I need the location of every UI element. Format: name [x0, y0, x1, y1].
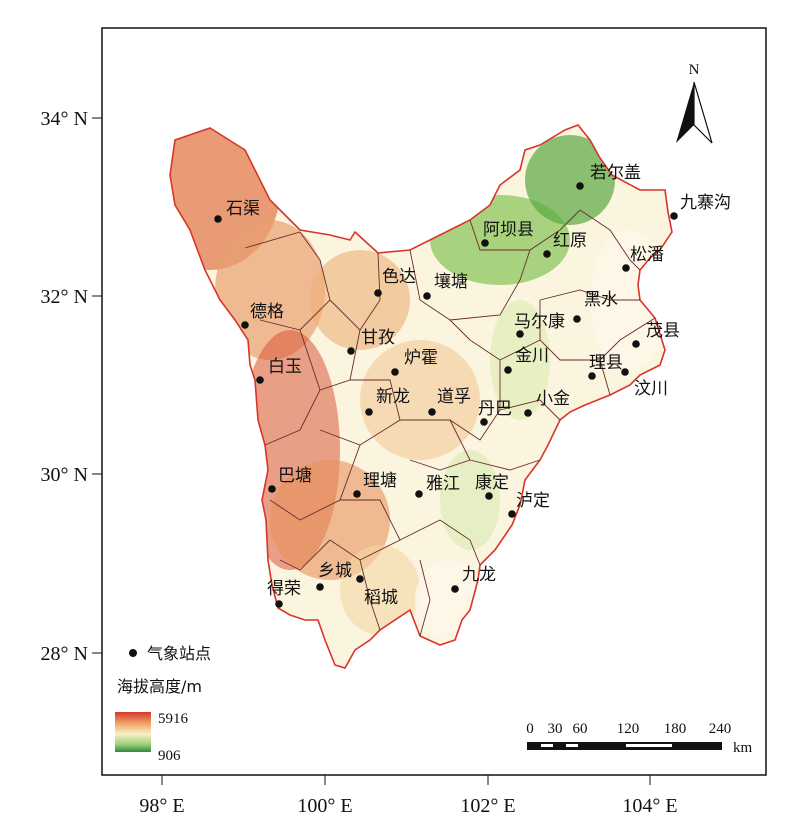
- station-marker: [365, 408, 373, 416]
- station-marker: [670, 212, 678, 220]
- station-label: 色达: [382, 267, 416, 287]
- station-marker: [588, 372, 596, 380]
- station-label: 甘孜: [361, 328, 395, 348]
- station-marker: [451, 585, 459, 593]
- station-label: 泸定: [516, 491, 550, 511]
- scale-tick-120: 120: [617, 721, 640, 737]
- station-label: 巴塘: [278, 466, 312, 486]
- station-label: 红原: [553, 231, 587, 251]
- station-marker: [576, 182, 584, 190]
- station-label: 得荣: [267, 579, 301, 599]
- station-label: 稻城: [364, 588, 398, 608]
- station-marker: [241, 321, 249, 329]
- legend-station-label: 气象站点: [147, 644, 211, 663]
- station-label: 炉霍: [404, 348, 438, 368]
- lat-label-32: 32° N: [41, 286, 88, 308]
- latitude-axis: 34° N 32° N 30° N 28° N: [41, 108, 102, 665]
- station-label: 乡城: [318, 561, 352, 581]
- lat-label-30: 30° N: [41, 464, 88, 486]
- station-label: 金川: [515, 346, 549, 366]
- scale-tick-30: 30: [548, 721, 563, 737]
- station-marker: [428, 408, 436, 416]
- station-marker: [480, 418, 488, 426]
- longitude-axis: 98° E 100° E 102° E 104° E: [139, 775, 678, 817]
- legend-max: 5916: [158, 711, 189, 727]
- station-marker: [516, 330, 524, 338]
- station-marker: [543, 250, 551, 258]
- lat-label-28: 28° N: [41, 643, 88, 665]
- north-label: N: [689, 62, 700, 78]
- station-label: 九龙: [462, 565, 496, 585]
- station-label: 若尔盖: [590, 163, 641, 183]
- station-marker: [353, 490, 361, 498]
- station-marker: [415, 490, 423, 498]
- station-marker: [485, 492, 493, 500]
- legend-station-marker: [129, 649, 137, 657]
- station-marker: [524, 409, 532, 417]
- station-marker: [347, 347, 355, 355]
- station-label: 理县: [589, 353, 623, 373]
- scale-unit: km: [733, 740, 753, 756]
- station-label: 雅江: [426, 474, 460, 494]
- station-label: 黑水: [584, 290, 618, 310]
- scale-tick-240: 240: [709, 721, 732, 737]
- station-marker: [374, 289, 382, 297]
- station-marker: [481, 239, 489, 247]
- station-marker: [391, 368, 399, 376]
- legend-min: 906: [158, 748, 181, 764]
- station-label: 石渠: [226, 199, 260, 219]
- station-marker: [423, 292, 431, 300]
- county-boundaries: [244, 209, 656, 637]
- station-label: 壤塘: [434, 271, 468, 292]
- station-marker: [508, 510, 516, 518]
- station-marker: [622, 264, 630, 272]
- lat-label-34: 34° N: [41, 108, 88, 130]
- station-marker: [632, 340, 640, 348]
- station-marker: [621, 368, 629, 376]
- north-arrow-icon: N: [676, 62, 713, 144]
- station-label: 马尔康: [514, 312, 565, 332]
- station-marker: [268, 485, 276, 493]
- station-label: 康定: [475, 473, 509, 493]
- lon-label-100: 100° E: [297, 795, 352, 817]
- station-label: 汶川: [634, 379, 668, 399]
- scale-tick-60: 60: [573, 721, 588, 737]
- legend-elevation-title: 海拔高度/m: [117, 677, 202, 696]
- station-label: 丹巴: [478, 399, 512, 419]
- region-boundary: [169, 124, 673, 669]
- scale-tick-180: 180: [664, 721, 687, 737]
- station-marker: [573, 315, 581, 323]
- station-label: 阿坝县: [483, 220, 534, 240]
- scale-bar: 0 30 60 120 180 240 km: [526, 721, 752, 756]
- station-label: 白玉: [268, 357, 302, 377]
- lon-label-104: 104° E: [622, 795, 677, 817]
- station-marker: [356, 575, 364, 583]
- station-label: 茂县: [646, 321, 680, 341]
- station-label: 道孚: [437, 387, 471, 407]
- station-marker: [316, 583, 324, 591]
- station-marker: [275, 600, 283, 608]
- station-label: 松潘: [630, 245, 664, 265]
- station-marker: [504, 366, 512, 374]
- station-label: 新龙: [376, 387, 410, 407]
- scale-tick-0: 0: [526, 721, 534, 737]
- station-label: 德格: [250, 302, 284, 322]
- station-label: 理塘: [363, 471, 397, 491]
- station-marker: [256, 376, 264, 384]
- legend: 气象站点 海拔高度/m 5916 906: [115, 644, 211, 764]
- station-label: 小金: [536, 389, 570, 409]
- station-label: 九寨沟: [680, 193, 731, 213]
- lon-label-98: 98° E: [139, 795, 184, 817]
- lon-label-102: 102° E: [460, 795, 515, 817]
- station-marker: [214, 215, 222, 223]
- legend-colorbar: [115, 712, 151, 752]
